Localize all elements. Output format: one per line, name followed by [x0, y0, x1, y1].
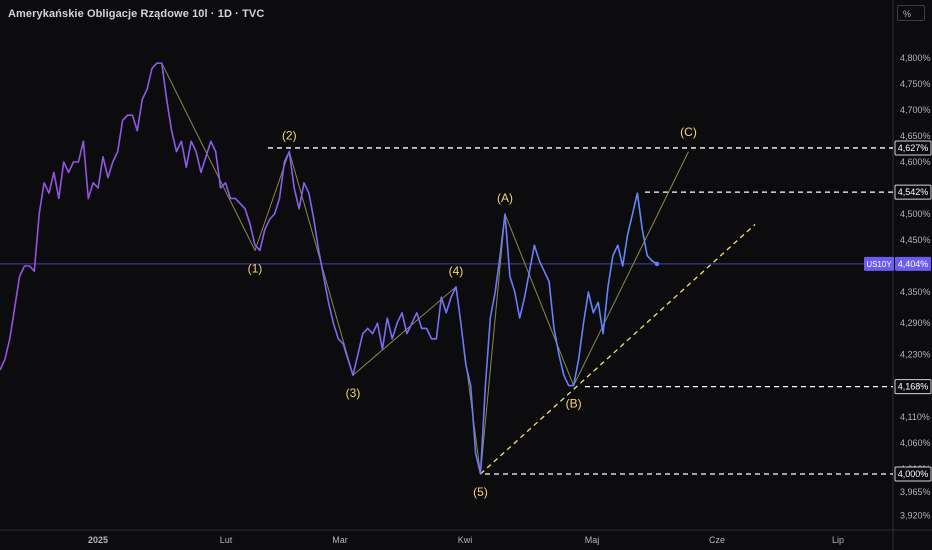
x-tick-label: Mar	[332, 535, 348, 545]
last-price-dot	[654, 261, 660, 267]
price-tag-label: 4,542%	[898, 187, 929, 197]
price-tag-label: 4,627%	[898, 143, 929, 153]
current-price-tag-box	[895, 256, 931, 271]
wave-label: (1)	[248, 261, 263, 275]
series-layer	[0, 62, 660, 475]
price-tag-box	[894, 184, 932, 200]
x-tick-label: Maj	[585, 535, 600, 545]
price-tag-box	[894, 140, 932, 156]
y-tick-label: 4,060%	[900, 438, 931, 448]
percent-scale-button[interactable]: %	[897, 5, 925, 21]
symbol-tag-label: US10Y	[866, 260, 892, 269]
y-tick-label: 4,700%	[900, 105, 931, 115]
wave-labels: (1) (2) (3) (4) (5) (A) (B) (C)	[248, 125, 697, 499]
price-tags: 4,627% 4,542% 4,168% 4,000% US10Y 4,404%	[864, 140, 932, 482]
wave-label: (A)	[497, 191, 513, 205]
trend-dashed-line	[480, 223, 756, 475]
y-tick-label: 3,920%	[900, 511, 931, 521]
price-tag-label: 4,000%	[898, 469, 929, 479]
y-tick-label: 4,750%	[900, 79, 931, 89]
x-tick-label: Lut	[220, 535, 233, 545]
y-tick-label: 4,110%	[900, 412, 930, 422]
x-tick-label: Kwi	[458, 535, 473, 545]
y-tick-label: 4,230%	[900, 349, 931, 359]
price-tag-box	[894, 379, 932, 395]
price-tag-box	[894, 466, 932, 482]
elliott-wave-path	[161, 62, 689, 475]
y-tick-label: 3,965%	[900, 487, 931, 497]
wave-label: (3)	[346, 386, 361, 400]
price-tag-label: 4,168%	[898, 382, 929, 392]
wave-label: (5)	[473, 485, 488, 499]
y-tick-label: 4,350%	[900, 287, 931, 297]
chart-title: Amerykańskie Obligacje Rządowe 10l · 1D …	[8, 8, 265, 20]
wave-label: (B)	[566, 397, 582, 411]
wave-label: (C)	[680, 125, 697, 139]
price-series-line	[0, 62, 658, 475]
y-tick-label: 4,450%	[900, 235, 931, 245]
y-tick-label: 4,600%	[900, 157, 931, 167]
x-tick-label: 2025	[88, 535, 108, 545]
symbol-tag-box	[864, 256, 894, 271]
x-tick-label: Lip	[832, 535, 844, 545]
wave-label: (4)	[449, 264, 464, 278]
y-tick-label: 4,500%	[900, 209, 931, 219]
wave-label: (2)	[282, 129, 297, 143]
overlay-lines	[0, 62, 893, 475]
x-tick-label: Cze	[709, 535, 725, 545]
y-tick-label: 4,650%	[900, 131, 931, 141]
y-tick-label: 4,290%	[900, 318, 931, 328]
current-price-tag-label: 4,404%	[898, 259, 929, 269]
y-tick-label: 4,800%	[900, 53, 931, 63]
